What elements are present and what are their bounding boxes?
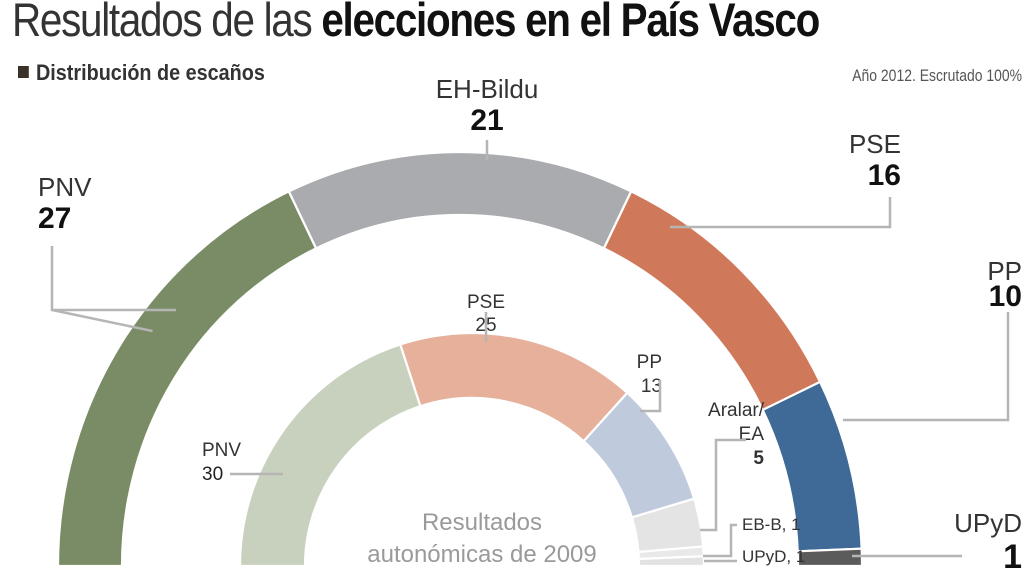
title-regular: Resultados de las: [12, 0, 322, 46]
subtitle-text: Distribución de escaños: [36, 60, 265, 85]
bullet-square-icon: [18, 66, 29, 78]
value-pp-2012: 10: [989, 280, 1022, 313]
value-ehbildu-2012: 21: [470, 104, 503, 137]
label-ebb-2009: EB-B, 1: [742, 515, 801, 534]
label-pnv-2012: PNV: [38, 172, 92, 202]
label-aralarea-2009: Aralar/: [708, 400, 765, 421]
value-pnv-2009: 30: [202, 464, 223, 485]
label-ehbildu-2012: EH-Bildu: [436, 74, 539, 104]
seg-2012-pse: [602, 189, 822, 412]
chart-title: Resultados de las elecciones en el País …: [12, 0, 820, 47]
chart-subtitle: Distribución de escaños: [18, 60, 265, 86]
value-aralarea-2009: 5: [753, 448, 764, 469]
label-pp-2012: PP: [987, 256, 1022, 286]
leader-pp-2012: [843, 312, 1010, 422]
leader-pse-2012: [670, 197, 892, 229]
value-pnv-2012: 27: [38, 202, 71, 235]
leader-ebb-2009: [703, 523, 737, 558]
source-note: Año 2012. Escrutado 100%: [852, 66, 1022, 85]
seg-2009-upyd: [637, 555, 706, 568]
center-label-line2: autonómicas de 2009: [367, 541, 597, 568]
seg-2012-eh-bildu: [287, 150, 633, 250]
label-pse-2012: PSE: [849, 129, 901, 159]
label-upyd-2012: UPyD: [954, 508, 1022, 538]
leader-aralarea-2009: [700, 438, 746, 532]
label-pse-2009: PSE: [467, 292, 505, 313]
label-pp-2009: PP: [637, 352, 662, 373]
title-bold: elecciones en el País Vasco: [321, 0, 820, 46]
label-pnv-2009: PNV: [202, 440, 241, 461]
label-upyd-2009: UPyD, 1: [742, 547, 805, 566]
center-label-line1: Resultados: [422, 509, 542, 536]
seg-2009-pse: [398, 331, 629, 443]
label-aralarea-2009-line2: EA: [739, 424, 765, 445]
value-pse-2012: 16: [868, 159, 901, 192]
seg-2012-upyd: [796, 547, 864, 568]
value-upyd-2012: 1: [1003, 538, 1022, 576]
seg-2009-pnv: [238, 343, 422, 568]
leader-pp-2009: [640, 380, 662, 413]
value-pp-2009: 13: [641, 376, 662, 397]
